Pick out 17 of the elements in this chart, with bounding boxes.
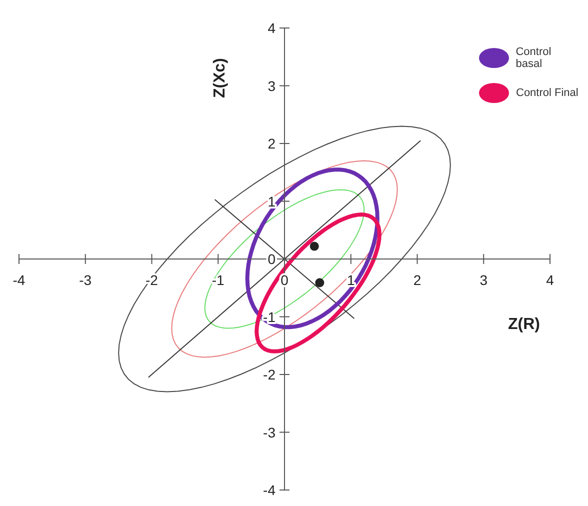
y-tick-label: -3	[263, 424, 276, 440]
y-axis-title: Z(Xc)	[212, 58, 228, 98]
y-tick-label: 3	[268, 78, 276, 94]
x-tick-label: -1	[212, 272, 225, 288]
x-tick-label: 4	[546, 272, 554, 288]
annotation: Control Final	[516, 87, 578, 99]
y-tick-label: 2	[268, 136, 276, 152]
x-tick-label: -4	[12, 272, 26, 288]
y-tick-label: 4	[268, 20, 276, 36]
x-tick-label: 3	[480, 272, 488, 288]
x-tick-label: 1	[346, 272, 355, 288]
y-tick-label: -4	[263, 482, 276, 498]
x-axis-title: Z(R)	[508, 316, 540, 333]
x-tick-label: 2	[413, 272, 422, 288]
y-tick-label: -2	[263, 366, 276, 382]
x-tick-label: -3	[79, 272, 92, 288]
annotation: Control basal	[516, 46, 552, 70]
